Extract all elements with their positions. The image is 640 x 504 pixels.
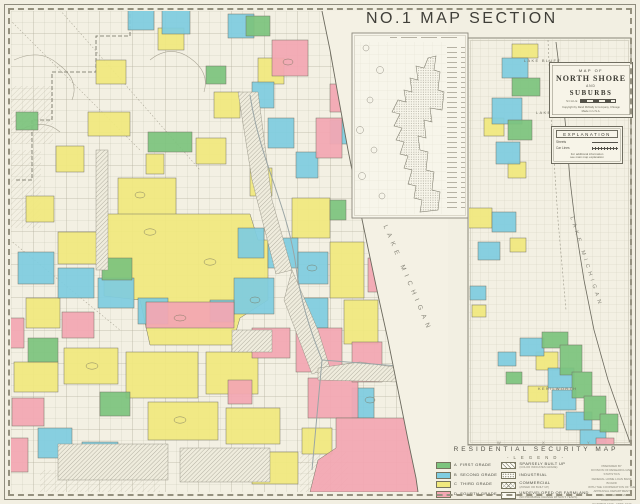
grade-a-swatch [436,462,451,469]
commercial-swatch [501,481,517,489]
explanation-title: EXPLANATION [556,130,618,138]
title-block-and: AND [586,84,596,88]
inset-suburb-shapes [356,44,386,200]
grade-b-regions [17,11,375,471]
legend-area-sparse: SPARSELY BUILT UP (COLOR INDICATES GRADE) [501,461,583,470]
panel-grade-b [469,57,607,444]
legend-grade-d: D FOURTH GRADE [436,490,497,498]
panel-grade-a [505,77,619,433]
explanation-streets-label: Streets [556,140,567,144]
panel-title-block: MAP OF NORTH SHORE AND SUBURBS SCALE Cop… [549,62,633,118]
industrial-areas [57,91,401,483]
car-line-symbol [592,146,618,150]
legend: RESIDENTIAL SECURITY MAP - L E G E N D -… [436,446,636,504]
industrial-swatch [501,471,517,479]
inset-header-text [390,37,460,41]
sparsely-built-swatch [501,462,517,470]
legend-area-commercial: COMMERCIAL (ZONED OR BUILT UP) [501,481,583,489]
scale-bar [579,99,616,103]
legend-subtitle: - L E G E N D - [507,454,565,460]
legend-area-column: SPARSELY BUILT UP (COLOR INDICATES GRADE)… [501,461,588,504]
title-block-map-of: MAP OF [578,68,604,73]
sheet-title: NO.1 MAP SECTION [366,10,558,27]
legend-grade-column: A FIRST GRADE B SECOND GRADE C THIRD GRA… [436,462,497,504]
scale-word: SCALE [566,99,578,103]
area-label-circles [85,58,376,424]
border-grid-letter-w: W [497,440,501,445]
legend-credits: PREPARED BY DIVISION OF RESEARCH AND STA… [588,464,636,504]
explanation-box: EXPLANATION Streets Car Lines For additi… [551,126,623,164]
inset-index-text [447,46,465,208]
legend-grade-c: C THIRD GRADE [436,481,497,488]
border-grid-letter-x: X [542,440,545,445]
title-block-made-in: Made in U.S.A. [581,109,601,113]
undeveloped-swatch [501,491,517,499]
legend-grade-a: A FIRST GRADE [436,462,497,469]
street-line-symbol [592,141,618,143]
city-boundary [14,11,131,181]
explanation-note-line2: see main map explanation [570,155,604,160]
title-block-north-shore: NORTH SHORE [555,74,627,83]
panel-grade-d [595,437,615,444]
title-block-copyright: Copyright by Rand McNally & Company, Chi… [562,105,620,109]
grade-a-regions [15,15,347,417]
legend-area-industrial: INDUSTRIAL [501,471,583,479]
inset-city-shape [391,55,445,213]
town-label-lake-bluff: LAKE BLUFF [524,58,562,63]
explanation-car-lines-label: Car Lines [556,146,570,150]
title-block-suburbs: SUBURBS [569,89,613,97]
border-grid-letter-y: Y [587,440,590,445]
explanation-note-line1: For additional information [570,151,604,156]
panel-grade-c [469,43,565,429]
chicago-river [249,94,399,471]
grade-b-swatch [436,471,451,479]
legend-area-undeveloped: UNDEVELOPED OR FARMLAND (NO PROBABLE CHAN… [501,491,588,499]
shoreline [321,11,419,492]
town-label-kenilworth: KENILWORTH [538,386,578,391]
legend-grade-b: B SECOND GRADE [436,471,497,479]
legend-title: RESIDENTIAL SECURITY MAP [453,446,619,453]
grade-d-swatch [436,490,451,498]
metro-inset [351,32,469,219]
grade-c-swatch [436,481,451,488]
